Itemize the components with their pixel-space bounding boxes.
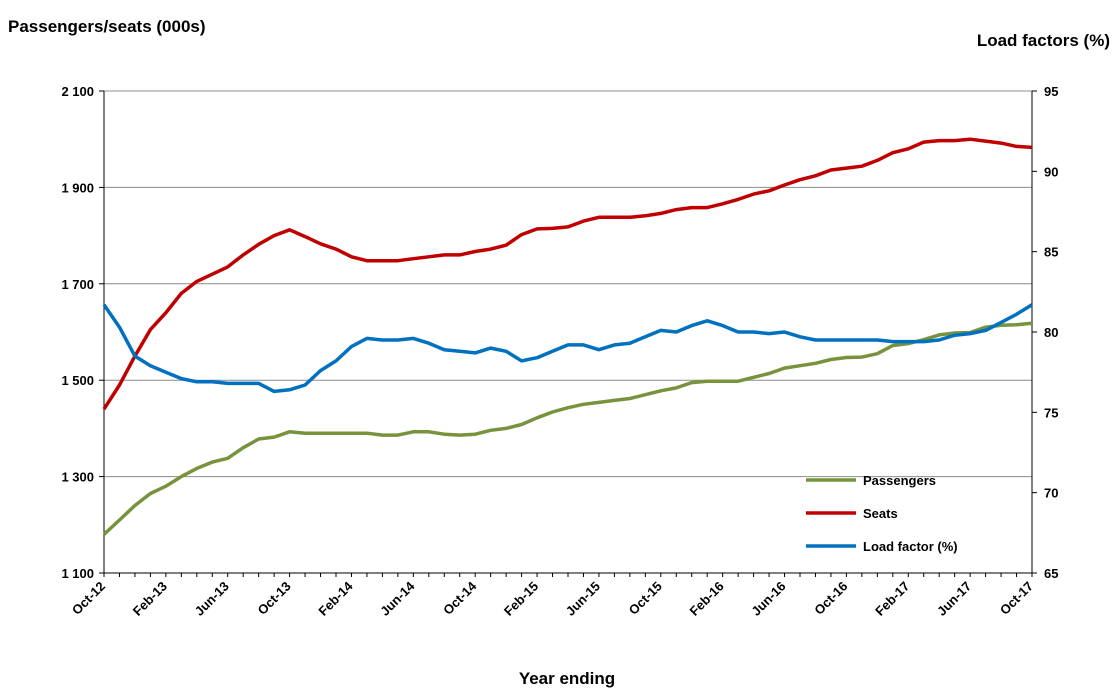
x-tick-label: Feb-14 <box>315 578 356 619</box>
x-tick-label: Jun-13 <box>192 579 232 619</box>
right-axis-title: Load factors (%) <box>977 31 1110 50</box>
right-tick-label: 85 <box>1044 245 1058 260</box>
axes <box>99 90 1037 577</box>
x-tick-label: Feb-16 <box>687 579 727 619</box>
x-tick-label: Jun-14 <box>377 578 418 619</box>
x-tick-label: Jun-17 <box>934 579 974 619</box>
left-tick-label: 1 700 <box>61 277 94 292</box>
x-tick-label: Oct-13 <box>254 579 293 618</box>
right-tick-label: 65 <box>1044 566 1058 581</box>
left-tick-label: 1 300 <box>61 470 94 485</box>
legend-label: Passengers <box>863 473 936 488</box>
legend: Passengers Seats Load factor (%) <box>806 473 958 554</box>
x-tick-label: Feb-13 <box>130 579 170 619</box>
right-tick-label: 70 <box>1044 486 1058 501</box>
x-axis-title: Year ending <box>519 669 615 688</box>
x-tick-label: Feb-17 <box>872 579 912 619</box>
left-tick-label: 1 500 <box>61 373 94 388</box>
gridlines <box>104 90 1032 478</box>
x-tick-label: Jun-15 <box>563 579 603 619</box>
x-tick-label: Oct-17 <box>997 579 1036 618</box>
right-tick-label: 90 <box>1044 164 1058 179</box>
x-tick-label: Oct-15 <box>626 579 665 618</box>
legend-label: Load factor (%) <box>863 539 958 554</box>
left-tick-label: 2 100 <box>61 84 94 99</box>
x-tick-label: Oct-14 <box>440 578 480 618</box>
series-line-load-factor <box>102 303 1033 394</box>
series-line-seats <box>102 137 1033 411</box>
right-tick-label: 75 <box>1044 405 1058 420</box>
x-tick-label: Oct-16 <box>811 579 850 618</box>
x-tick-label: Oct-12 <box>69 579 108 618</box>
left-tick-label: 1 100 <box>61 566 94 581</box>
x-tick-label: Jun-16 <box>748 579 788 619</box>
right-tick-label: 80 <box>1044 325 1058 340</box>
series-lines <box>102 137 1033 536</box>
right-tick-label: 95 <box>1044 84 1058 99</box>
left-tick-label: 1 900 <box>61 180 94 195</box>
series-line-passengers <box>102 321 1033 536</box>
x-tick-label: Feb-15 <box>501 579 541 619</box>
legend-label: Seats <box>863 506 898 521</box>
left-axis-title: Passengers/seats (000s) <box>8 17 206 36</box>
